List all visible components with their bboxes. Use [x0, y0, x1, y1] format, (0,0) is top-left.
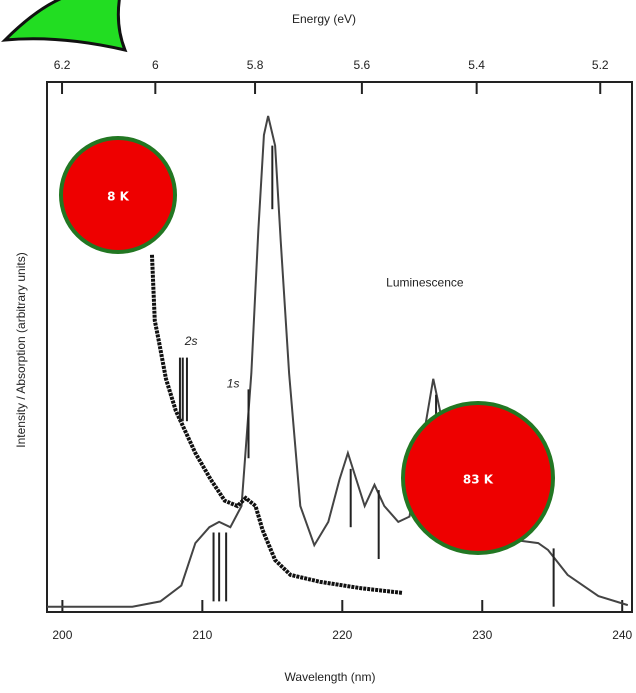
x2-tick-label: 6.2 [54, 58, 71, 72]
green-shape [5, 0, 125, 50]
x-tick-label: 240 [612, 628, 632, 642]
x-tick-label: 210 [192, 628, 212, 642]
y-axis-label: Intensity / Absorption (arbitrary units) [14, 252, 28, 447]
x2-tick-label: 6 [152, 58, 159, 72]
annotation: Luminescence [386, 276, 464, 290]
x-tick-label: 200 [52, 628, 72, 642]
x2-tick-label: 5.2 [592, 58, 609, 72]
x-tick-label: 220 [332, 628, 352, 642]
x2-tick-label: 5.8 [247, 58, 264, 72]
annotation: 1s [227, 376, 240, 390]
x2-tick-label: 5.4 [468, 58, 485, 72]
x2-tick-label: 5.6 [354, 58, 371, 72]
series-line [152, 255, 403, 593]
badge-label: 8 K [107, 190, 130, 204]
x-tick-label: 230 [472, 628, 492, 642]
x2-axis-label: Energy (eV) [292, 12, 356, 26]
badge-label: 83 K [463, 473, 494, 487]
x-axis-label: Wavelength (nm) [285, 670, 376, 684]
chart: Energy (eV) Wavelength (nm) Intensity / … [0, 0, 636, 693]
annotation: 2s [184, 334, 198, 348]
